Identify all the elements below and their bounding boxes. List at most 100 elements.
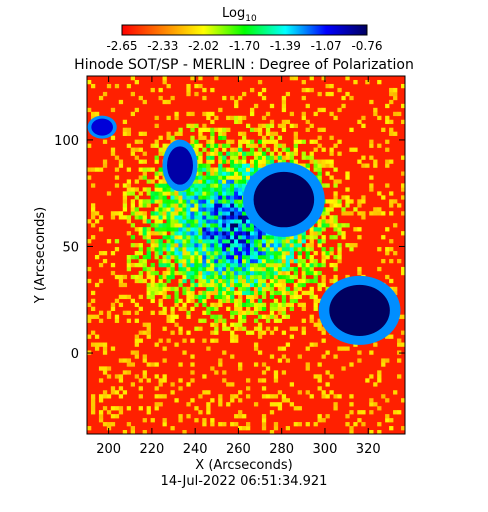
heatmap-cell	[321, 278, 326, 284]
heatmap-cell	[293, 274, 298, 280]
heatmap-cell	[90, 330, 96, 335]
heatmap-cell	[134, 310, 139, 315]
heatmap-cell	[222, 143, 227, 148]
heatmap-cell	[349, 394, 354, 399]
heatmap-cell	[202, 298, 207, 304]
heatmap-cell	[158, 247, 163, 252]
heatmap-cell	[333, 255, 338, 260]
heatmap-cell	[253, 239, 259, 244]
heatmap-cell	[190, 262, 195, 268]
heatmap-cell	[253, 318, 259, 323]
heatmap-cell	[234, 255, 239, 260]
heatmap-cell	[134, 338, 139, 343]
heatmap-cell	[230, 354, 235, 359]
heatmap-cell	[214, 191, 219, 196]
heatmap-cell	[170, 310, 175, 315]
heatmap-cell	[238, 223, 243, 228]
heatmap-cell	[150, 247, 155, 252]
heatmap-cell	[353, 79, 358, 85]
heatmap-cell	[321, 215, 326, 220]
heatmap-cell	[210, 243, 215, 248]
heatmap-cell	[333, 235, 338, 240]
heatmap-cell	[114, 374, 120, 379]
heatmap-cell	[333, 167, 338, 172]
heatmap-cell	[186, 414, 191, 419]
heatmap-cell	[194, 175, 199, 180]
heatmap-cell	[202, 163, 207, 168]
heatmap-cell	[170, 270, 175, 276]
heatmap-cell	[257, 306, 263, 311]
heatmap-cell	[285, 243, 291, 248]
heatmap-cell	[238, 207, 243, 212]
heatmap-cell	[210, 171, 215, 176]
heatmap-cell	[301, 326, 306, 331]
heatmap-cell	[249, 239, 255, 244]
heatmap-features	[87, 115, 401, 345]
heatmap-cell	[210, 175, 215, 180]
heatmap-cell	[166, 235, 171, 240]
heatmap-cell	[385, 163, 390, 168]
heatmap-cell	[226, 262, 231, 268]
heatmap-cell	[269, 314, 275, 319]
heatmap-cell	[313, 374, 318, 379]
heatmap-cell	[230, 95, 235, 101]
heatmap-cell	[198, 410, 203, 415]
heatmap-cell	[253, 247, 259, 252]
heatmap-cell	[174, 219, 179, 224]
heatmap-cell	[134, 302, 139, 308]
heatmap-cell	[174, 231, 179, 236]
heatmap-cell	[202, 95, 207, 101]
heatmap-cell	[293, 139, 298, 144]
heatmap-cell	[218, 262, 223, 268]
heatmap-cell	[218, 183, 223, 188]
heatmap-cell	[257, 282, 263, 288]
heatmap-cell	[202, 247, 207, 252]
heatmap-cell	[313, 322, 318, 327]
heatmap-cell	[150, 215, 155, 220]
heatmap-cell	[110, 422, 116, 427]
heatmap-cell	[87, 334, 92, 339]
heatmap-cell	[293, 235, 298, 240]
heatmap-cell	[222, 286, 227, 292]
heatmap-cell	[321, 390, 326, 395]
heatmap-cell	[154, 247, 159, 252]
heatmap-cell	[222, 378, 227, 383]
heatmap-cell	[289, 123, 294, 129]
heatmap-cell	[249, 87, 255, 93]
heatmap-cell	[261, 330, 267, 335]
heatmap-cell	[269, 255, 275, 260]
heatmap-cell	[333, 203, 338, 208]
heatmap-cell	[341, 211, 346, 216]
heatmap-cell	[214, 243, 219, 248]
heatmap-cell	[114, 167, 120, 172]
heatmap-cell	[349, 211, 354, 216]
heatmap-cell	[385, 227, 390, 232]
heatmap-cell	[162, 199, 167, 204]
heatmap-cell	[166, 294, 171, 300]
heatmap-cell	[281, 286, 287, 292]
heatmap-cell	[401, 195, 405, 200]
heatmap-cell	[166, 135, 171, 140]
heatmap-cell	[397, 258, 402, 264]
heatmap-cell	[206, 274, 211, 280]
heatmap-cell	[186, 199, 191, 204]
heatmap-cell	[130, 199, 135, 204]
heatmap-cell	[186, 207, 191, 212]
heatmap-cell	[226, 274, 231, 280]
heatmap-cell	[253, 155, 259, 160]
heatmap-cell	[210, 278, 215, 284]
heatmap-cell	[277, 278, 283, 284]
heatmap-cell	[87, 239, 92, 244]
heatmap-cell	[365, 378, 370, 383]
heatmap-cell	[182, 199, 187, 204]
heatmap-cell	[178, 243, 183, 248]
heatmap-cell	[162, 99, 167, 105]
heatmap-cell	[317, 107, 322, 113]
heatmap-cell	[130, 187, 135, 192]
heatmap-cell	[198, 326, 203, 331]
heatmap-cell	[226, 203, 231, 208]
heatmap-cell	[253, 258, 259, 264]
heatmap-cell	[385, 414, 390, 419]
heatmap-cell	[166, 199, 171, 204]
heatmap-cell	[242, 187, 247, 192]
